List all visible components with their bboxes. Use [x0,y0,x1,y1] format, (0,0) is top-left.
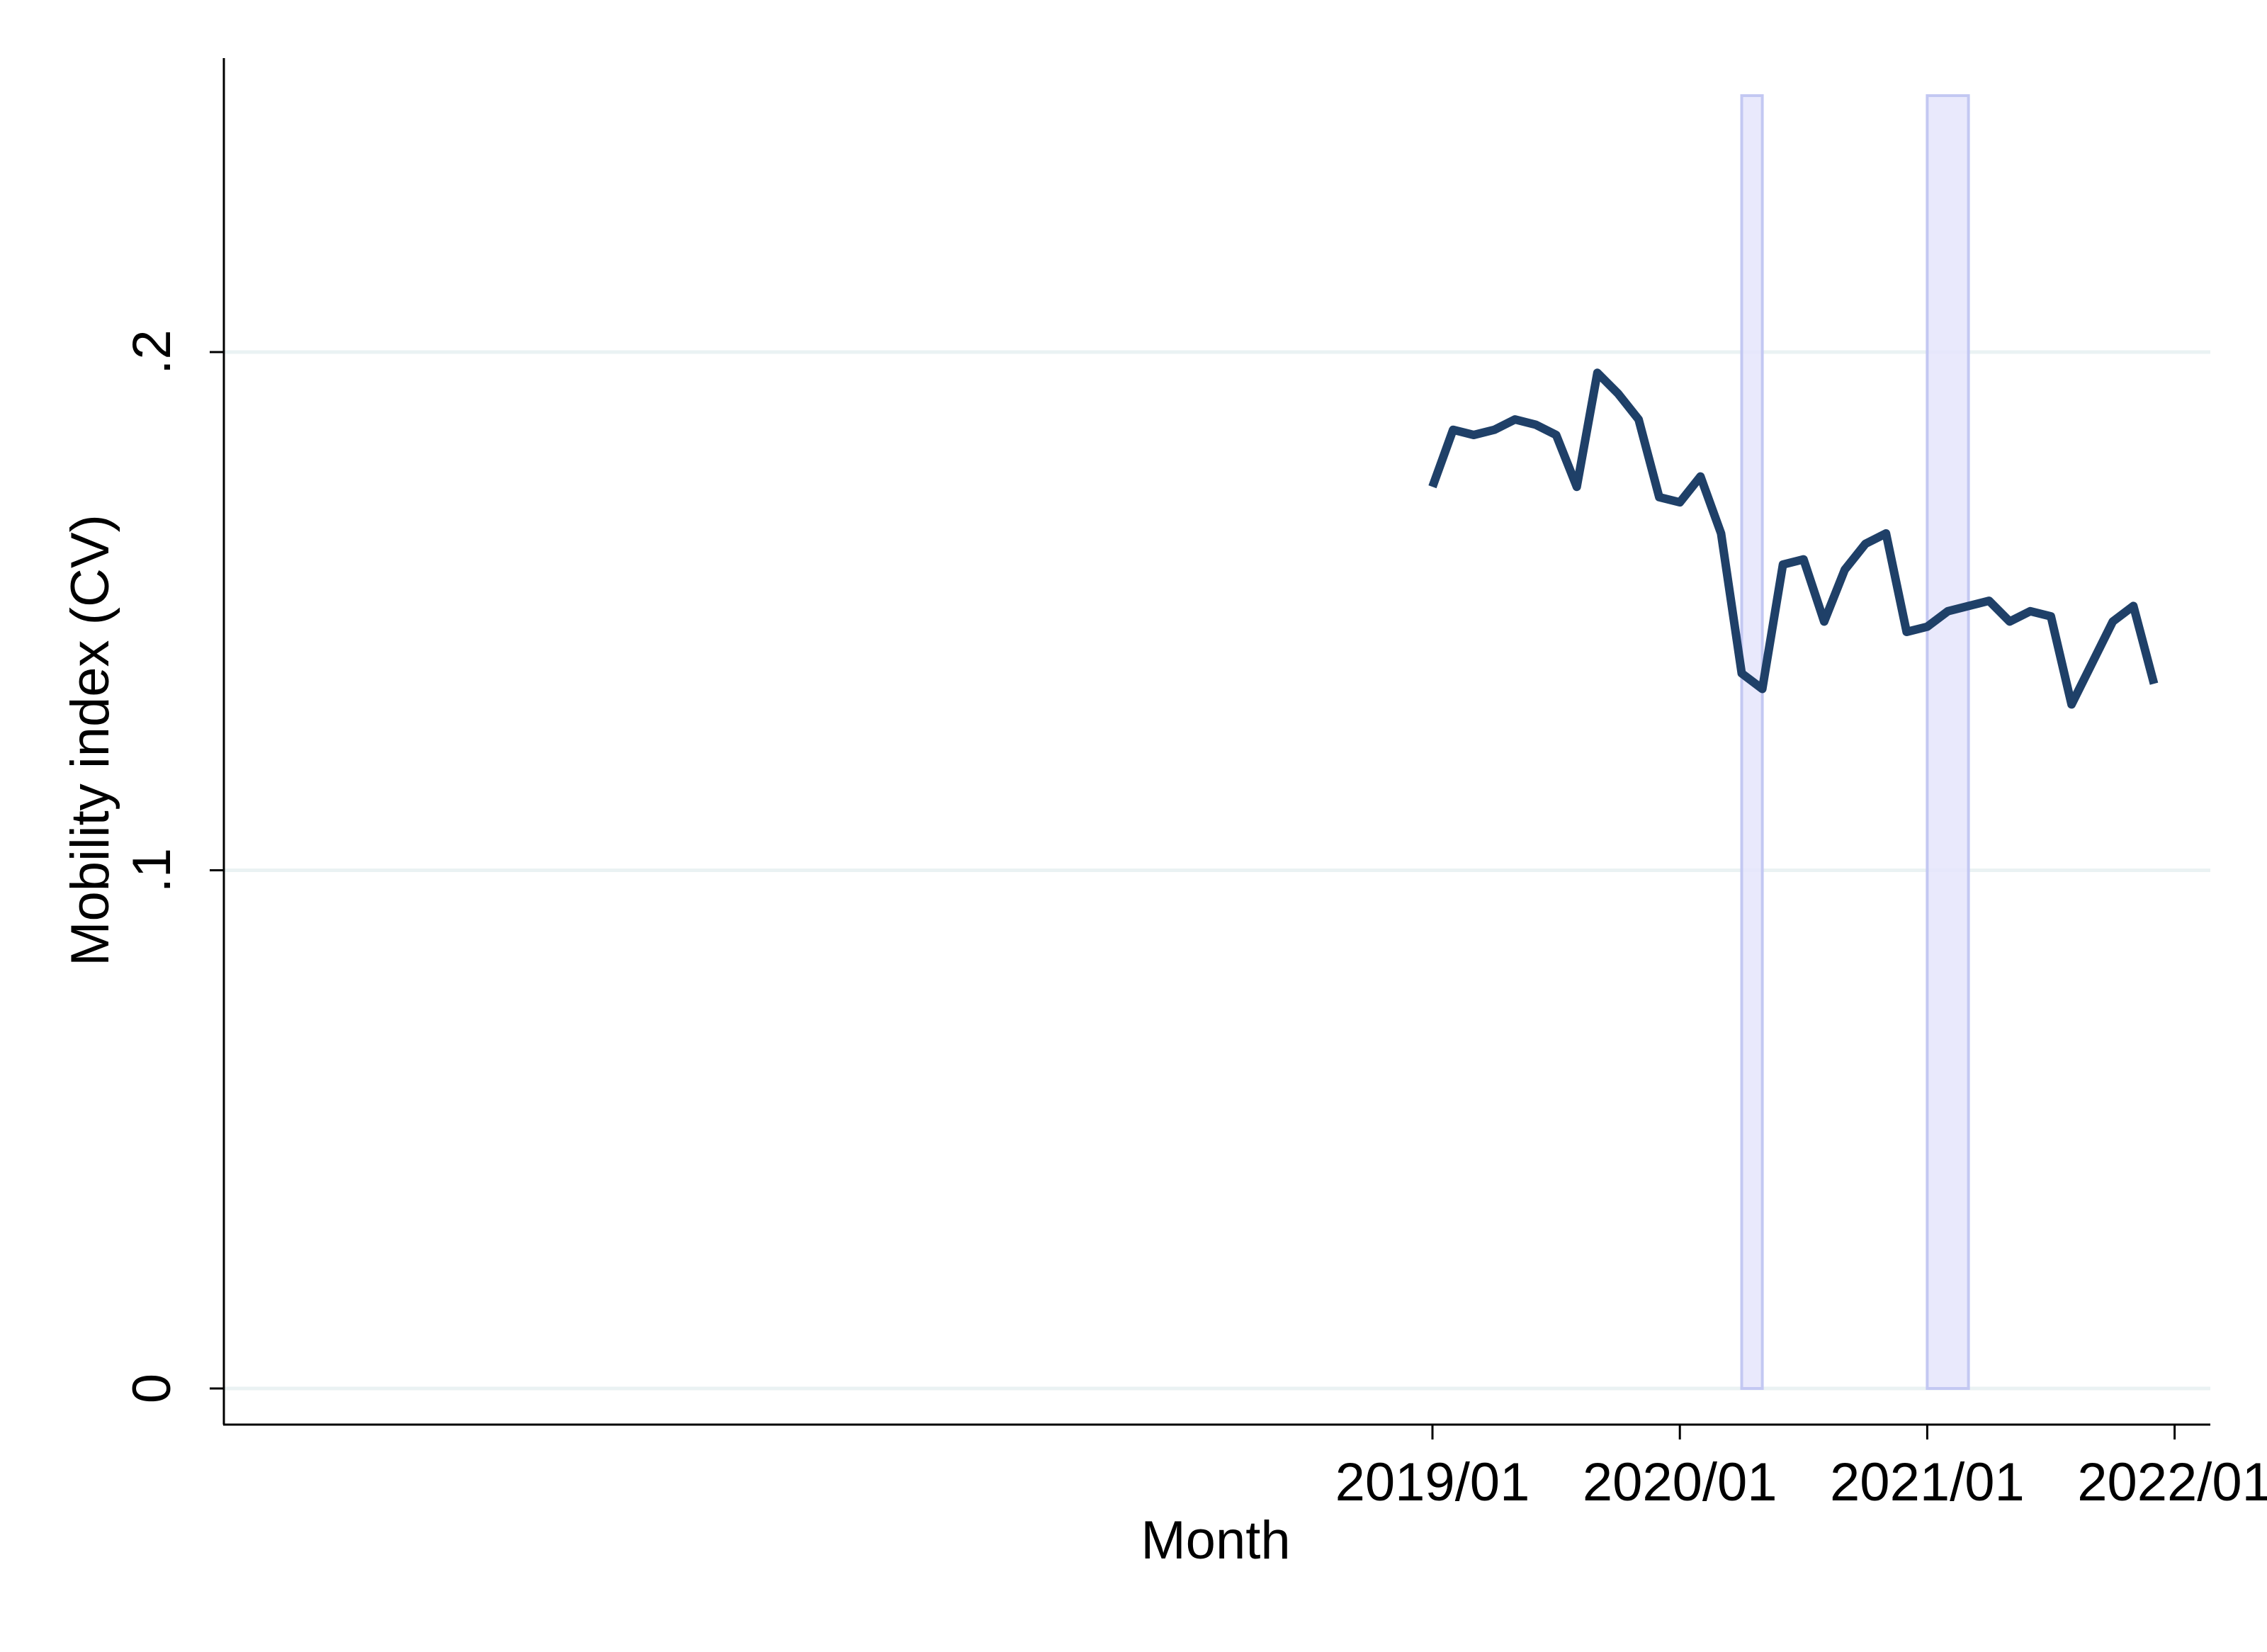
x-tick-label: 2022/01 [2077,1452,2267,1512]
y-ticks: 0 .1 .2 [122,329,224,1403]
x-tick-label: 2019/01 [1335,1452,1530,1512]
x-ticks: 2019/01 2020/01 2021/01 2022/01 [1335,1425,2267,1512]
y-tick-label: .2 [122,329,182,374]
shaded-period [1740,94,1764,1390]
shaded-period [1926,94,1970,1390]
y-tick-label: 0 [122,1374,182,1403]
x-axis-label: Month [1141,1510,1290,1571]
gridlines [224,350,2210,1391]
y-axis-label: Mobility index (CV) [60,514,120,966]
shaded-periods [1740,94,1970,1390]
x-tick-label: 2021/01 [1830,1452,2025,1512]
series [1428,368,2159,709]
y-tick-label: .1 [122,848,182,893]
x-tick-label: 2020/01 [1583,1452,1777,1512]
series-line [1428,368,2159,709]
axes [222,58,2210,1426]
